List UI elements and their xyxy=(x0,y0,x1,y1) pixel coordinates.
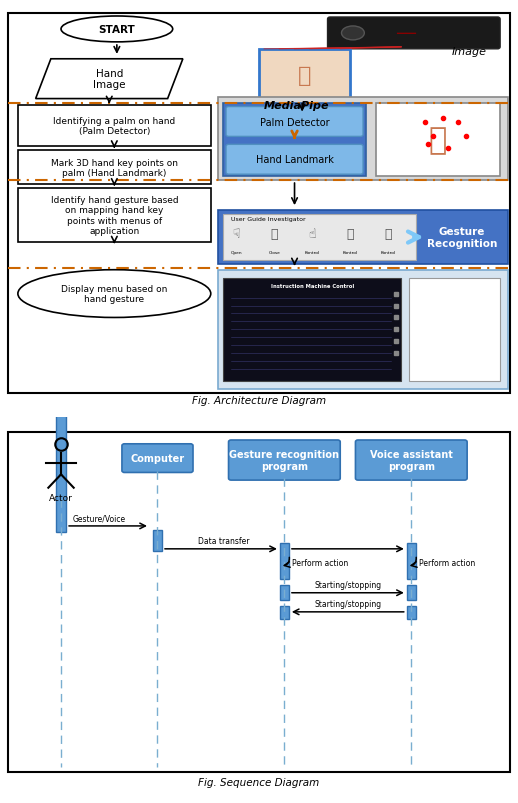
FancyBboxPatch shape xyxy=(8,14,510,393)
FancyBboxPatch shape xyxy=(219,271,508,389)
Text: START: START xyxy=(98,25,135,35)
FancyBboxPatch shape xyxy=(228,440,340,480)
Text: Fig. Sequence Diagram: Fig. Sequence Diagram xyxy=(198,777,320,787)
FancyBboxPatch shape xyxy=(18,189,211,243)
FancyBboxPatch shape xyxy=(259,50,350,101)
Text: User Guide Investigator: User Guide Investigator xyxy=(231,217,306,222)
Text: ☝: ☝ xyxy=(309,228,316,241)
FancyBboxPatch shape xyxy=(280,585,289,601)
Text: ✊: ✊ xyxy=(270,228,278,241)
Ellipse shape xyxy=(18,271,211,318)
FancyBboxPatch shape xyxy=(122,444,193,473)
Ellipse shape xyxy=(61,17,172,43)
FancyBboxPatch shape xyxy=(280,606,289,620)
Text: 🤙: 🤙 xyxy=(347,228,354,241)
Text: Identifying a palm on hand
(Palm Detector): Identifying a palm on hand (Palm Detecto… xyxy=(53,116,176,137)
FancyBboxPatch shape xyxy=(407,544,416,580)
FancyBboxPatch shape xyxy=(223,214,416,260)
Text: Instruction Machine Control: Instruction Machine Control xyxy=(271,283,354,289)
Text: Starting/stopping: Starting/stopping xyxy=(314,581,381,589)
FancyBboxPatch shape xyxy=(223,104,366,177)
Text: Gesture
Recognition: Gesture Recognition xyxy=(427,227,497,249)
Text: Computer: Computer xyxy=(131,454,184,463)
Text: Display menu based on
hand gesture: Display menu based on hand gesture xyxy=(61,284,167,304)
Ellipse shape xyxy=(341,27,364,41)
Text: Gesture recognition
program: Gesture recognition program xyxy=(229,450,339,471)
Text: Open: Open xyxy=(231,251,242,255)
Text: 🖐: 🖐 xyxy=(385,228,392,241)
FancyBboxPatch shape xyxy=(409,279,500,381)
Text: Kontrol: Kontrol xyxy=(381,251,396,255)
FancyBboxPatch shape xyxy=(280,544,289,580)
Text: Kontrol: Kontrol xyxy=(305,251,320,255)
FancyBboxPatch shape xyxy=(407,606,416,620)
Text: Hand Landmark: Hand Landmark xyxy=(255,155,334,165)
Text: ━━━━: ━━━━ xyxy=(396,30,416,39)
Text: Palm Detector: Palm Detector xyxy=(260,117,329,128)
FancyBboxPatch shape xyxy=(376,104,500,177)
Text: Hand
Image: Hand Image xyxy=(93,69,125,91)
FancyBboxPatch shape xyxy=(219,210,508,264)
FancyBboxPatch shape xyxy=(226,108,363,137)
Text: Starting/stopping: Starting/stopping xyxy=(314,599,381,609)
Text: ✋: ✋ xyxy=(428,126,447,155)
Text: Fig. Architecture Diagram: Fig. Architecture Diagram xyxy=(192,396,326,406)
Text: Actor: Actor xyxy=(49,493,73,502)
Text: ☟: ☟ xyxy=(233,228,240,241)
Text: MediaPipe: MediaPipe xyxy=(264,100,329,110)
FancyBboxPatch shape xyxy=(18,105,211,147)
Text: Data transfer: Data transfer xyxy=(198,536,250,545)
Polygon shape xyxy=(36,59,183,100)
Text: 🖐: 🖐 xyxy=(298,66,311,86)
Text: Gesture/Voice: Gesture/Voice xyxy=(73,513,126,523)
FancyBboxPatch shape xyxy=(327,18,500,50)
Text: Voice assistant
program: Voice assistant program xyxy=(370,450,453,471)
Text: Image: Image xyxy=(452,47,487,57)
Text: Kontrol: Kontrol xyxy=(343,251,358,255)
Text: Identify hand gesture based
on mapping hand key
points with menus of
application: Identify hand gesture based on mapping h… xyxy=(51,196,178,236)
FancyBboxPatch shape xyxy=(219,97,508,181)
FancyBboxPatch shape xyxy=(407,585,416,601)
FancyBboxPatch shape xyxy=(355,440,467,480)
FancyBboxPatch shape xyxy=(223,279,401,381)
FancyBboxPatch shape xyxy=(153,530,162,551)
Text: Close: Close xyxy=(268,251,280,255)
FancyBboxPatch shape xyxy=(226,145,363,175)
FancyBboxPatch shape xyxy=(8,433,510,772)
FancyBboxPatch shape xyxy=(56,276,66,532)
Text: Perform action: Perform action xyxy=(292,558,348,567)
FancyBboxPatch shape xyxy=(18,151,211,185)
Text: Perform action: Perform action xyxy=(419,558,475,567)
Text: Mark 3D hand key points on
palm (Hand Landmark): Mark 3D hand key points on palm (Hand La… xyxy=(51,158,178,178)
